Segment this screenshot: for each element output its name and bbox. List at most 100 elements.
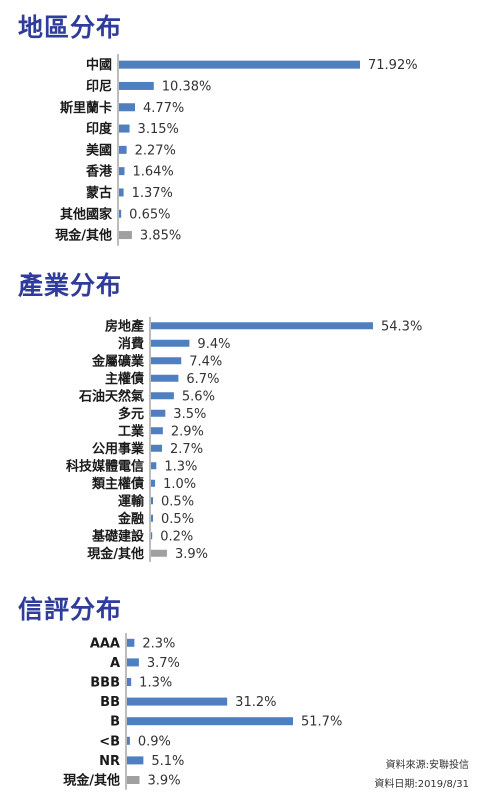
industry-category-label: 運輸 (118, 493, 145, 509)
region-category-label: 印度 (86, 121, 113, 137)
credit-value-label: 3.7% (147, 656, 180, 671)
industry-bar (151, 462, 157, 470)
industry-bar (151, 427, 163, 435)
region-value-label: 0.65% (129, 207, 170, 222)
data-date-note: 資料日期:2019/8/31 (374, 779, 469, 790)
industry-category-label: 金融 (117, 511, 144, 527)
credit-bar (127, 776, 140, 784)
region-value-label: 4.77% (143, 101, 184, 116)
region-bar (119, 81, 154, 90)
credit-bar (127, 717, 293, 726)
industry-bar (151, 339, 190, 347)
industry-bar (151, 444, 163, 452)
region-category-label: 香港 (85, 164, 113, 180)
region-bar (119, 103, 135, 112)
industry-category-label: 消費 (118, 336, 144, 352)
industry-bar (151, 497, 154, 505)
region-bar (119, 209, 122, 218)
industry-category-label: 科技媒體電信 (66, 458, 144, 474)
region-value-label: 1.64% (132, 165, 173, 180)
credit-value-label: 31.2% (235, 695, 276, 710)
industry-category-label: 工業 (118, 423, 145, 439)
region-category-label: 美國 (86, 142, 112, 158)
industry-value-label: 1.3% (164, 459, 197, 474)
industry-category-label: 金屬礦業 (91, 353, 145, 369)
industry-bar (151, 357, 182, 365)
industry-category-label: 多元 (118, 406, 144, 422)
credit-category-label: 現金/其他 (63, 773, 120, 789)
industry-bar (151, 514, 154, 522)
credit-value-label: 5.1% (151, 754, 184, 769)
credit-category-label: BB (100, 695, 120, 710)
region-category-label: 現金/其他 (55, 228, 112, 244)
region-section-title: 地區分布 (18, 13, 123, 42)
region-value-label: 2.27% (135, 143, 176, 158)
region-bar (119, 60, 360, 69)
credit-category-label: AAA (90, 636, 120, 651)
credit-section-title: 信評分布 (18, 595, 123, 624)
credit-value-label: 0.9% (138, 734, 171, 749)
industry-section-title: 產業分布 (18, 271, 123, 300)
industry-category-label: 類主權債 (91, 476, 144, 492)
industry-value-label: 5.6% (182, 389, 215, 404)
region-category-label: 蒙古 (86, 185, 112, 201)
credit-category-label: <B (99, 734, 120, 749)
industry-category-label: 公用事業 (92, 441, 145, 457)
credit-category-label: B (110, 715, 120, 730)
industry-value-label: 2.7% (170, 442, 203, 457)
industry-value-label: 0.5% (161, 512, 194, 527)
credit-category-label: A (110, 656, 120, 671)
credit-bar (127, 697, 228, 706)
credit-bar (127, 658, 139, 667)
credit-value-label: 1.3% (139, 676, 172, 691)
region-category-label: 中國 (86, 57, 112, 73)
industry-value-label: 2.9% (171, 424, 204, 439)
region-bar (119, 124, 130, 133)
industry-value-label: 3.9% (175, 547, 208, 562)
industry-bar (151, 322, 373, 330)
industry-value-label: 9.4% (197, 337, 230, 352)
industry-value-label: 0.2% (160, 529, 193, 544)
region-value-label: 3.85% (140, 229, 181, 244)
industry-category-label: 現金/其他 (87, 546, 144, 562)
credit-category-label: NR (99, 754, 120, 769)
region-value-label: 10.38% (162, 79, 212, 94)
credit-bar (127, 638, 135, 647)
region-value-label: 1.37% (132, 186, 173, 201)
industry-value-label: 7.4% (189, 354, 222, 369)
industry-value-label: 6.7% (186, 372, 219, 387)
credit-bar (127, 756, 144, 765)
region-category-label: 其他國家 (60, 206, 113, 222)
industry-category-label: 主權債 (105, 371, 144, 387)
credit-category-label: BBB (90, 676, 120, 691)
credit-value-label: 51.7% (301, 715, 342, 730)
credit-bar (127, 678, 132, 686)
industry-value-label: 54.3% (381, 319, 422, 334)
region-bar (119, 188, 124, 197)
industry-value-label: 1.0% (163, 477, 196, 492)
industry-bar (151, 532, 153, 540)
industry-value-label: 3.5% (173, 407, 206, 422)
credit-bar (127, 736, 130, 745)
industry-bar (151, 549, 167, 557)
industry-bar (151, 374, 179, 382)
credit-value-label: 3.9% (148, 774, 181, 789)
industry-value-label: 0.5% (161, 494, 194, 509)
industry-category-label: 基礎建設 (91, 528, 145, 544)
region-bar (119, 231, 132, 240)
region-value-label: 3.15% (138, 122, 179, 137)
region-bar (119, 167, 125, 176)
industry-category-label: 房地產 (105, 318, 144, 334)
region-category-label: 斯里蘭卡 (60, 100, 112, 116)
region-category-label: 印尼 (86, 79, 112, 94)
region-bar (119, 145, 127, 154)
industry-bar (151, 479, 156, 487)
source-note: 資料來源:安聯投信 (385, 760, 469, 771)
credit-value-label: 2.3% (142, 636, 175, 651)
industry-bar (151, 409, 166, 417)
industry-category-label: 石油天然氣 (78, 388, 144, 404)
industry-bar (151, 392, 174, 400)
region-value-label: 71.92% (368, 58, 418, 73)
